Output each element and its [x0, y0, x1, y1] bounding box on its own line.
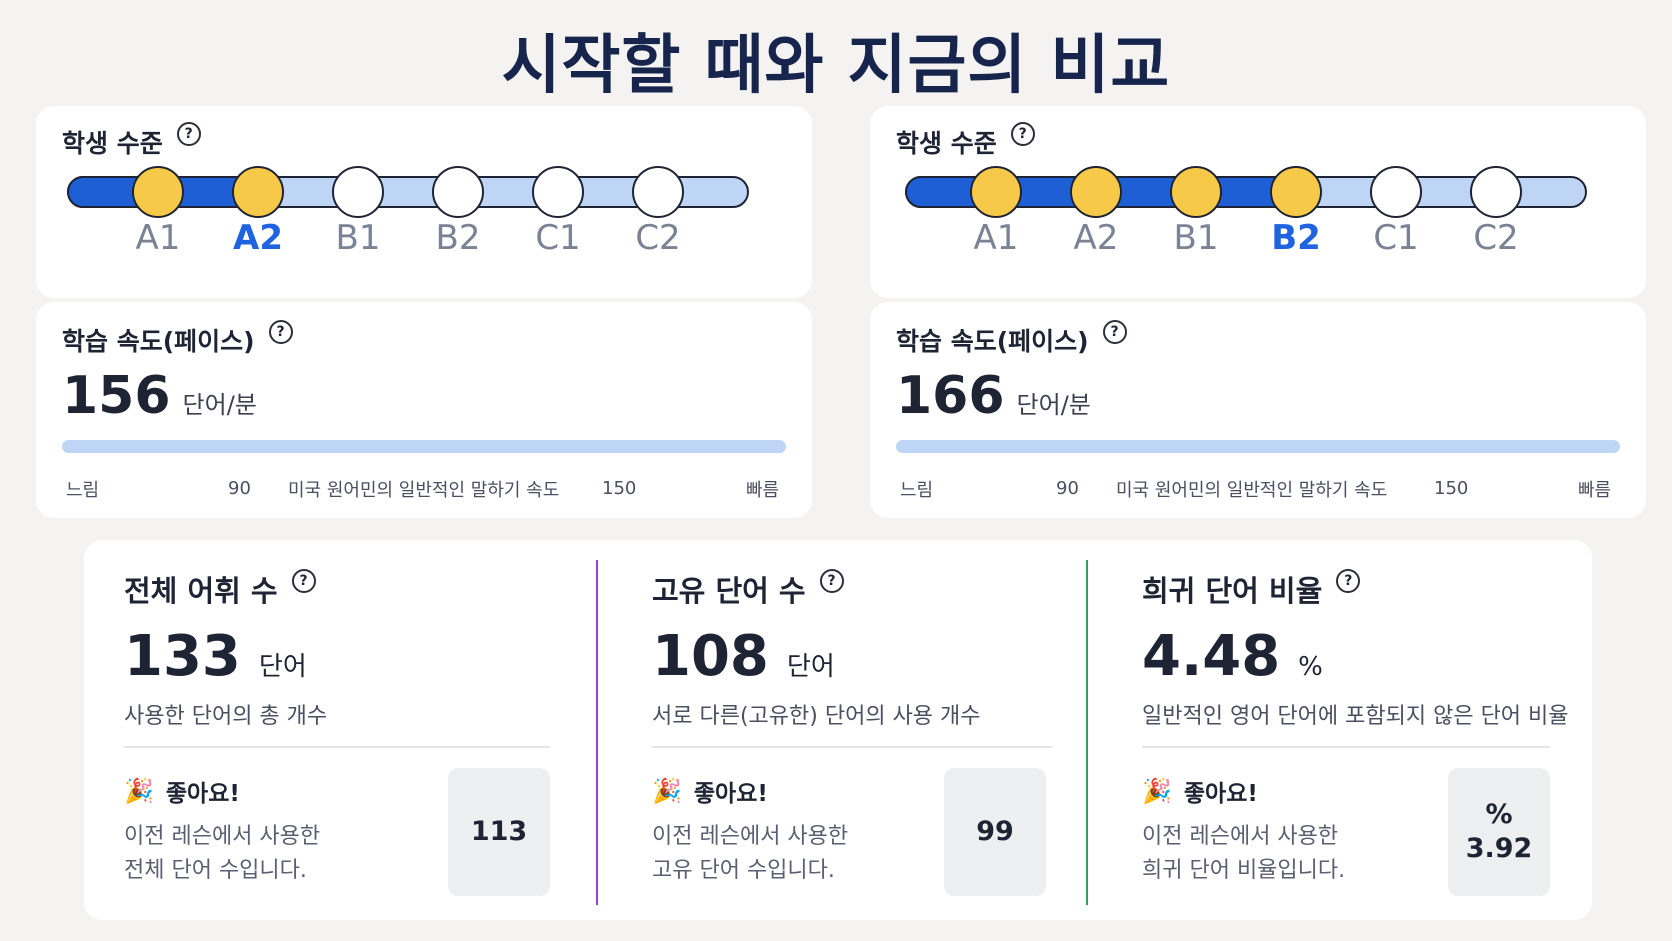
pace-native-label: 미국 원어민의 일반적인 말하기 속도	[1116, 480, 1388, 501]
divider	[1142, 746, 1550, 748]
divider-purple	[596, 560, 598, 905]
stat-total-prev-box: 113	[448, 768, 550, 896]
level-dot-a2	[1070, 166, 1122, 218]
stat-unit: 단어	[786, 652, 835, 682]
level-dot-c1	[532, 166, 584, 218]
level-label-c2: C2	[1473, 218, 1519, 258]
level-dot-a2	[232, 166, 284, 218]
question-circle-icon[interactable]: ?	[268, 320, 293, 344]
pace-tick-90: 90	[228, 478, 251, 499]
question-circle-icon[interactable]: ?	[291, 569, 316, 593]
party-popper-icon: 🎉	[652, 777, 682, 805]
before-pace-value: 156 단어/분	[62, 366, 257, 426]
question-circle-icon[interactable]: ?	[1336, 569, 1361, 593]
level-dot-b1	[332, 166, 384, 218]
level-dot-a1	[970, 166, 1022, 218]
level-label-c1: C1	[535, 218, 581, 258]
stat-total-title: 전체 어휘 수 ?	[124, 568, 316, 610]
level-label-c2: C2	[635, 218, 681, 258]
stat-unit: %	[1298, 652, 1323, 682]
pace-unit: 단어/분	[1016, 391, 1091, 419]
before-pace-card: 학습 속도(페이스) ? 156 단어/분 느림 90 미국 원어민의 일반적인 …	[36, 302, 812, 518]
stat-rare-badge: 🎉 좋아요!	[1142, 777, 1258, 807]
after-level-title: 학생 수준 ?	[896, 122, 1035, 160]
level-label-b2: B2	[435, 218, 481, 258]
question-circle-icon[interactable]: ?	[176, 122, 201, 146]
level-dot-c2	[632, 166, 684, 218]
page-title: 시작할 때와 지금의 비교	[501, 29, 1171, 103]
pace-slow-label: 느림	[900, 480, 934, 501]
divider-green	[1086, 560, 1088, 905]
after-level-track	[904, 164, 1624, 220]
before-pace-title: 학습 속도(페이스) ?	[62, 320, 293, 358]
level-dot-b2	[432, 166, 484, 218]
level-dot-b1	[1170, 166, 1222, 218]
level-label-a2: A2	[1073, 218, 1119, 258]
before-level-card: 학생 수준 ? A1 A2 B1 B2 C1 C2	[36, 106, 812, 298]
before-pace-bar	[62, 440, 786, 453]
level-dot-c2	[1470, 166, 1522, 218]
question-circle-icon[interactable]: ?	[819, 569, 844, 593]
level-label-a2: A2	[233, 218, 283, 258]
divider	[124, 746, 550, 748]
stat-total-prev-text: 이전 레슨에서 사용한 전체 단어 수입니다.	[124, 824, 321, 883]
stat-rare-title: 희귀 단어 비율 ?	[1142, 568, 1361, 610]
level-label-b1: B1	[335, 218, 381, 258]
stat-rare-desc: 일반적인 영어 단어에 포함되지 않은 단어 비율	[1142, 704, 1569, 729]
before-level-title: 학생 수준 ?	[62, 122, 201, 160]
stat-unique-badge: 🎉 좋아요!	[652, 777, 768, 807]
pace-fast-label: 빠름	[1578, 480, 1612, 501]
level-label-b1: B1	[1173, 218, 1219, 258]
stat-rare-prev-box: % 3.92	[1448, 768, 1550, 896]
stat-unique-title: 고유 단어 수 ?	[652, 568, 844, 610]
stat-total-desc: 사용한 단어의 총 개수	[124, 704, 328, 729]
level-dot-b2	[1270, 166, 1322, 218]
party-popper-icon: 🎉	[1142, 777, 1172, 805]
level-dot-a1	[132, 166, 184, 218]
after-level-card: 학생 수준 ? A1 A2 B1 B2 C1 C2	[870, 106, 1646, 298]
stat-rare-prev-text: 이전 레슨에서 사용한 희귀 단어 비율입니다.	[1142, 824, 1346, 883]
level-dot-c1	[1370, 166, 1422, 218]
question-circle-icon[interactable]: ?	[1102, 320, 1127, 344]
stat-total-value: 133 단어	[124, 624, 307, 689]
stat-unique-desc: 서로 다른(고유한) 단어의 사용 개수	[652, 704, 981, 729]
pace-fast-label: 빠름	[746, 480, 780, 501]
pace-unit: 단어/분	[182, 391, 257, 419]
level-label-b2: B2	[1271, 218, 1321, 258]
before-level-track	[66, 164, 786, 220]
stat-unique-prev-box: 99	[944, 768, 1046, 896]
party-popper-icon: 🎉	[124, 777, 154, 805]
stat-unit: 단어	[258, 652, 307, 682]
pace-native-label: 미국 원어민의 일반적인 말하기 속도	[288, 480, 560, 501]
divider	[652, 746, 1052, 748]
stat-rare-value: 4.48%	[1142, 624, 1323, 689]
after-pace-bar	[896, 440, 1620, 453]
pace-slow-label: 느림	[66, 480, 100, 501]
level-label-a1: A1	[135, 218, 181, 258]
stat-total-badge: 🎉 좋아요!	[124, 777, 240, 807]
stats-card: 전체 어휘 수 ? 133 단어 사용한 단어의 총 개수 🎉 좋아요! 이전 레…	[84, 540, 1592, 920]
pace-tick-150: 150	[1434, 478, 1469, 499]
after-pace-card: 학습 속도(페이스) ? 166 단어/분 느림 90 미국 원어민의 일반적인 …	[870, 302, 1646, 518]
after-pace-title: 학습 속도(페이스) ?	[896, 320, 1127, 358]
pace-tick-150: 150	[602, 478, 637, 499]
level-label-a1: A1	[973, 218, 1019, 258]
stat-unique-prev-text: 이전 레슨에서 사용한 고유 단어 수입니다.	[652, 824, 849, 883]
after-pace-value: 166 단어/분	[896, 366, 1091, 426]
question-circle-icon[interactable]: ?	[1010, 122, 1035, 146]
pace-tick-90: 90	[1056, 478, 1079, 499]
stat-unique-value: 108 단어	[652, 624, 835, 689]
level-label-c1: C1	[1373, 218, 1419, 258]
